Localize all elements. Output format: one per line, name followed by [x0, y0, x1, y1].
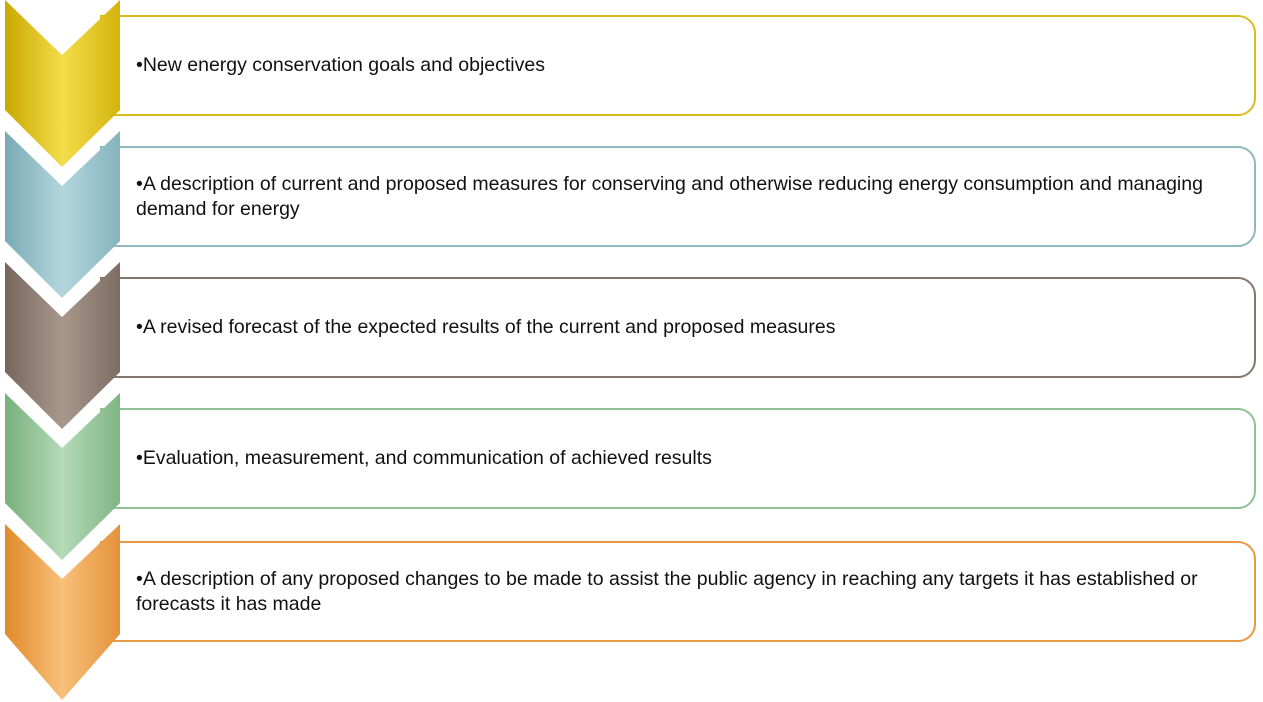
step-box: •A description of current and proposed m…: [100, 146, 1256, 247]
chevron: [5, 393, 120, 560]
step-box: •A revised forecast of the expected resu…: [100, 277, 1256, 378]
chevron: [5, 262, 120, 429]
step-text: •A revised forecast of the expected resu…: [136, 316, 836, 338]
step-text: •New energy conservation goals and objec…: [136, 54, 545, 76]
chevron: [5, 524, 120, 700]
step-text: •A description of any proposed changes t…: [136, 567, 1198, 615]
step-box: •Evaluation, measurement, and communicat…: [100, 408, 1256, 509]
chevron: [5, 0, 120, 167]
step-box: •A description of any proposed changes t…: [100, 541, 1256, 642]
step-text: •A description of current and proposed m…: [136, 172, 1203, 220]
step-text: •Evaluation, measurement, and communicat…: [136, 447, 712, 469]
step-box: •New energy conservation goals and objec…: [100, 15, 1256, 116]
chevrons: [5, 0, 120, 700]
chevron: [5, 131, 120, 298]
